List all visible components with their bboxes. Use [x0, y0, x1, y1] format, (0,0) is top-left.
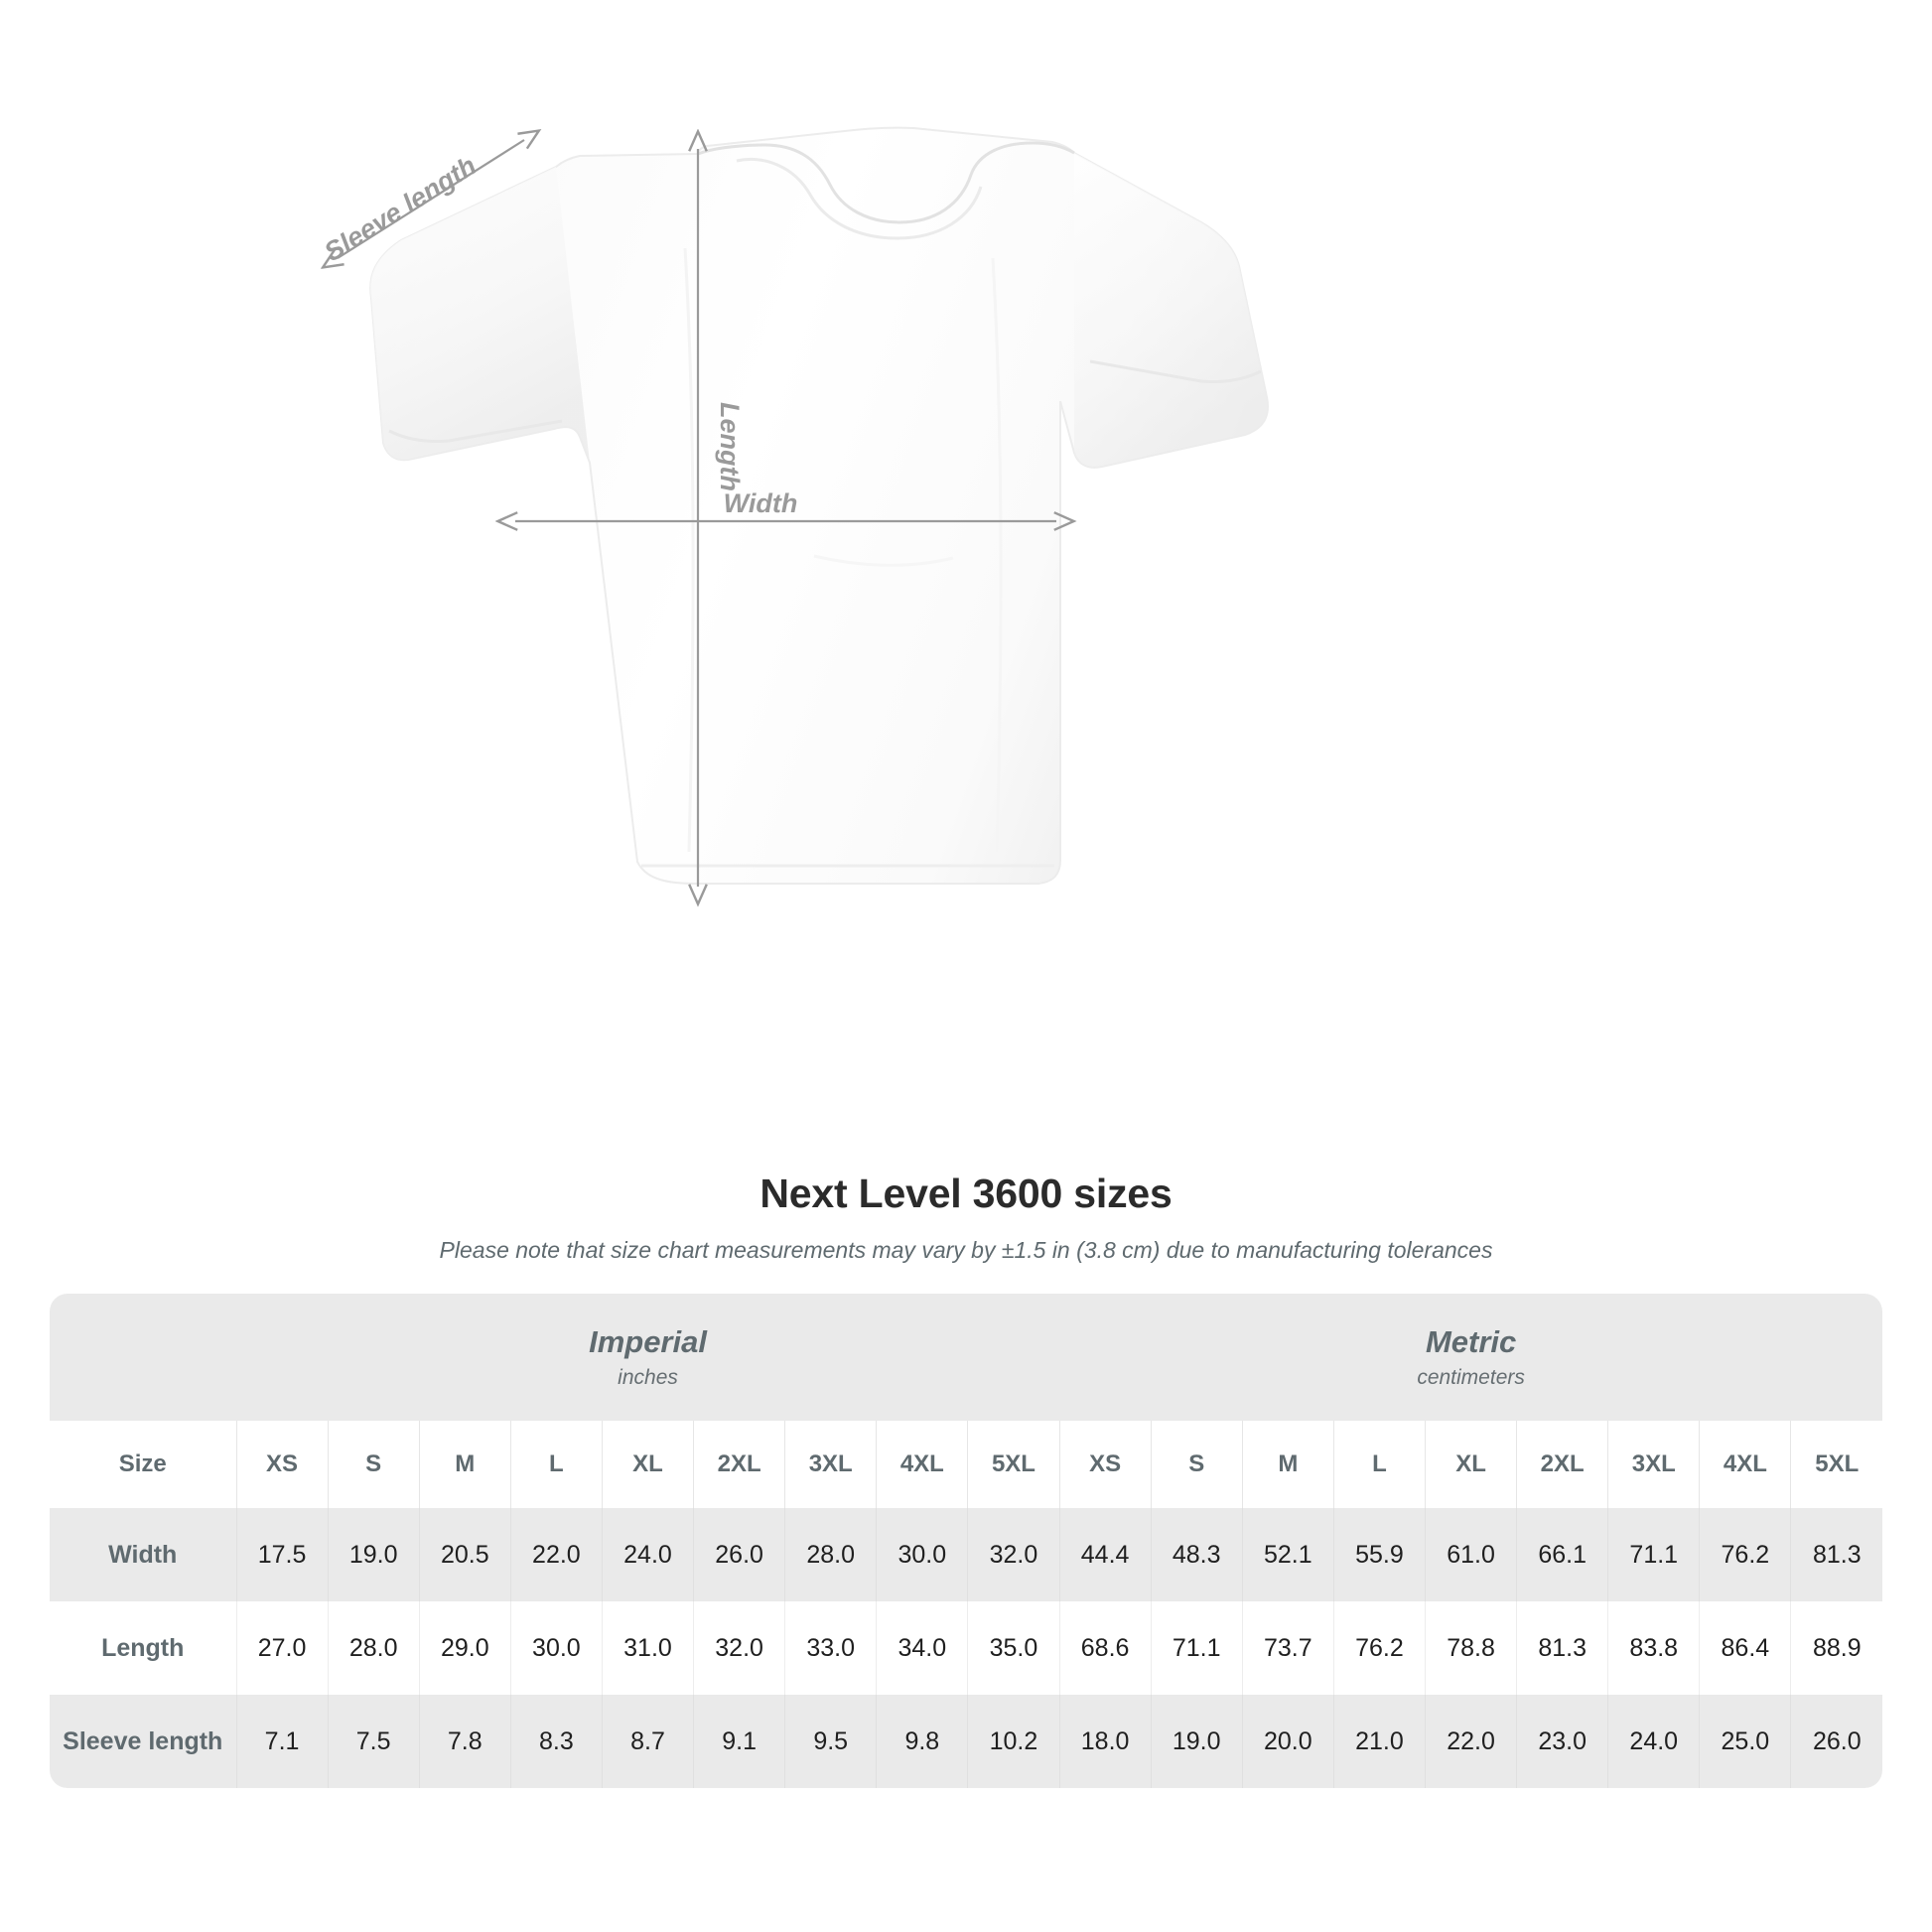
measurement-cell: 61.0	[1424, 1508, 1517, 1601]
measurement-cell: 28.0	[327, 1601, 420, 1695]
title-block: Next Level 3600 sizes Please note that s…	[0, 1170, 1932, 1266]
size-column-header: XS	[235, 1421, 329, 1508]
size-column-header: XL	[601, 1421, 694, 1508]
measurement-cell: 21.0	[1332, 1695, 1426, 1788]
measurement-cell: 26.0	[693, 1508, 785, 1601]
size-column-header: 3XL	[784, 1421, 877, 1508]
size-column-header: 5XL	[1790, 1421, 1883, 1508]
measurement-cell: 88.9	[1790, 1601, 1883, 1695]
measurement-cell: 22.0	[509, 1508, 603, 1601]
tolerance-note: Please note that size chart measurements…	[439, 1237, 1493, 1264]
unit-system-imperial: Imperial inches	[236, 1294, 1060, 1421]
table-row: Sleeve length 7.1 7.5 7.8 8.3 8.7 9.1 9.5 9.8 10.…	[50, 1695, 1883, 1788]
measurement-cell: 52.1	[1241, 1508, 1334, 1601]
measurement-cell: 9.8	[876, 1695, 968, 1788]
tshirt-shape	[369, 126, 1269, 885]
measurement-cell: 23.0	[1516, 1695, 1608, 1788]
measurement-cell: 30.0	[509, 1601, 603, 1695]
size-column-header: M	[1241, 1421, 1334, 1508]
measurement-cell: 8.3	[509, 1695, 603, 1788]
measurement-cell: 9.5	[784, 1695, 877, 1788]
measurement-cell: 7.8	[418, 1695, 511, 1788]
measurement-cell: 76.2	[1332, 1601, 1426, 1695]
size-column-header: 2XL	[693, 1421, 785, 1508]
measurement-cell: 7.1	[235, 1695, 329, 1788]
unit-system-name: Metric	[1425, 1324, 1517, 1360]
measurement-cell: 78.8	[1424, 1601, 1517, 1695]
measurement-cell: 25.0	[1699, 1695, 1791, 1788]
size-column-header: S	[1150, 1421, 1243, 1508]
measurement-row-label: Width	[50, 1508, 236, 1601]
measurement-cell: 17.5	[235, 1508, 329, 1601]
size-column-header: L	[509, 1421, 603, 1508]
size-column-header: L	[1332, 1421, 1426, 1508]
size-column-header: XS	[1058, 1421, 1152, 1508]
unit-system-name: Imperial	[589, 1324, 707, 1360]
size-column-header: 4XL	[1699, 1421, 1791, 1508]
measurement-cell: 71.1	[1150, 1601, 1243, 1695]
width-label: Width	[724, 488, 798, 518]
unit-system-header-row: Imperial inches Metric centimeters	[50, 1294, 1883, 1421]
unit-system-unit: centimeters	[1417, 1365, 1525, 1389]
measurement-cell: 9.1	[693, 1695, 785, 1788]
measurement-cell: 24.0	[1607, 1695, 1700, 1788]
table-row: Length 27.0 28.0 29.0 30.0 31.0 32.0 33.0 34.0 35…	[50, 1601, 1883, 1695]
tshirt-illustration: Sleeve length Length Width	[319, 126, 1269, 1152]
measurement-cell: 30.0	[876, 1508, 968, 1601]
unit-system-unit: inches	[618, 1365, 678, 1389]
size-header-label: Size	[50, 1421, 236, 1508]
table-row: Width 17.5 19.0 20.5 22.0 24.0 26.0 28.0 30.0 32.…	[50, 1508, 1883, 1601]
measurement-cell: 31.0	[601, 1601, 694, 1695]
measurement-cell: 73.7	[1241, 1601, 1334, 1695]
measurement-cell: 29.0	[418, 1601, 511, 1695]
measurement-cell: 34.0	[876, 1601, 968, 1695]
measurement-row-label: Length	[50, 1601, 236, 1695]
size-column-header: 2XL	[1516, 1421, 1608, 1508]
measurement-cell: 66.1	[1516, 1508, 1608, 1601]
measurement-cell: 19.0	[1150, 1695, 1243, 1788]
page-title: Next Level 3600 sizes	[759, 1171, 1173, 1216]
size-table-container: Imperial inches Metric centimeters Size XS S M L…	[50, 1294, 1883, 1788]
measurement-cell: 32.0	[967, 1508, 1060, 1601]
measurement-cell: 33.0	[784, 1601, 877, 1695]
measurement-cell: 44.4	[1058, 1508, 1152, 1601]
measurement-cell: 71.1	[1607, 1508, 1700, 1601]
measurement-cell: 26.0	[1790, 1695, 1883, 1788]
measurement-cell: 35.0	[967, 1601, 1060, 1695]
measurement-cell: 8.7	[601, 1695, 694, 1788]
measurement-cell: 7.5	[327, 1695, 420, 1788]
measurement-cell: 20.0	[1241, 1695, 1334, 1788]
measurement-cell: 76.2	[1699, 1508, 1791, 1601]
size-column-header: XL	[1424, 1421, 1517, 1508]
unit-system-metric: Metric centimeters	[1059, 1294, 1883, 1421]
measurement-cell: 27.0	[235, 1601, 329, 1695]
measurement-cell: 19.0	[327, 1508, 420, 1601]
measurement-cell: 68.6	[1058, 1601, 1152, 1695]
size-column-header: 5XL	[967, 1421, 1060, 1508]
measurement-cell: 86.4	[1699, 1601, 1791, 1695]
measurement-cell: 55.9	[1332, 1508, 1426, 1601]
measurement-cell: 48.3	[1150, 1508, 1243, 1601]
measurement-cell: 28.0	[784, 1508, 877, 1601]
measurement-cell: 22.0	[1424, 1695, 1517, 1788]
unit-banner-spacer	[50, 1294, 236, 1421]
measurement-cell: 81.3	[1516, 1601, 1608, 1695]
measurement-cell: 18.0	[1058, 1695, 1152, 1788]
sleeve-length-arrow	[338, 140, 524, 258]
measurement-cell: 83.8	[1607, 1601, 1700, 1695]
size-column-header: 3XL	[1607, 1421, 1700, 1508]
measurement-cell: 32.0	[693, 1601, 785, 1695]
size-column-header: S	[327, 1421, 420, 1508]
measurement-cell: 10.2	[967, 1695, 1060, 1788]
size-header-row: Size XS S M L XL 2XL 3XL 4XL 5XL XS S M L XL 2XL 3XL 4XL 5…	[50, 1421, 1883, 1508]
measurement-row-label: Sleeve length	[50, 1695, 236, 1788]
measurement-cell: 20.5	[418, 1508, 511, 1601]
size-column-header: M	[418, 1421, 511, 1508]
size-table: Imperial inches Metric centimeters Size XS S M L…	[50, 1294, 1883, 1788]
measurement-cell: 24.0	[601, 1508, 694, 1601]
size-column-header: 4XL	[876, 1421, 968, 1508]
length-label: Length	[715, 402, 745, 491]
measurement-cell: 81.3	[1790, 1508, 1883, 1601]
